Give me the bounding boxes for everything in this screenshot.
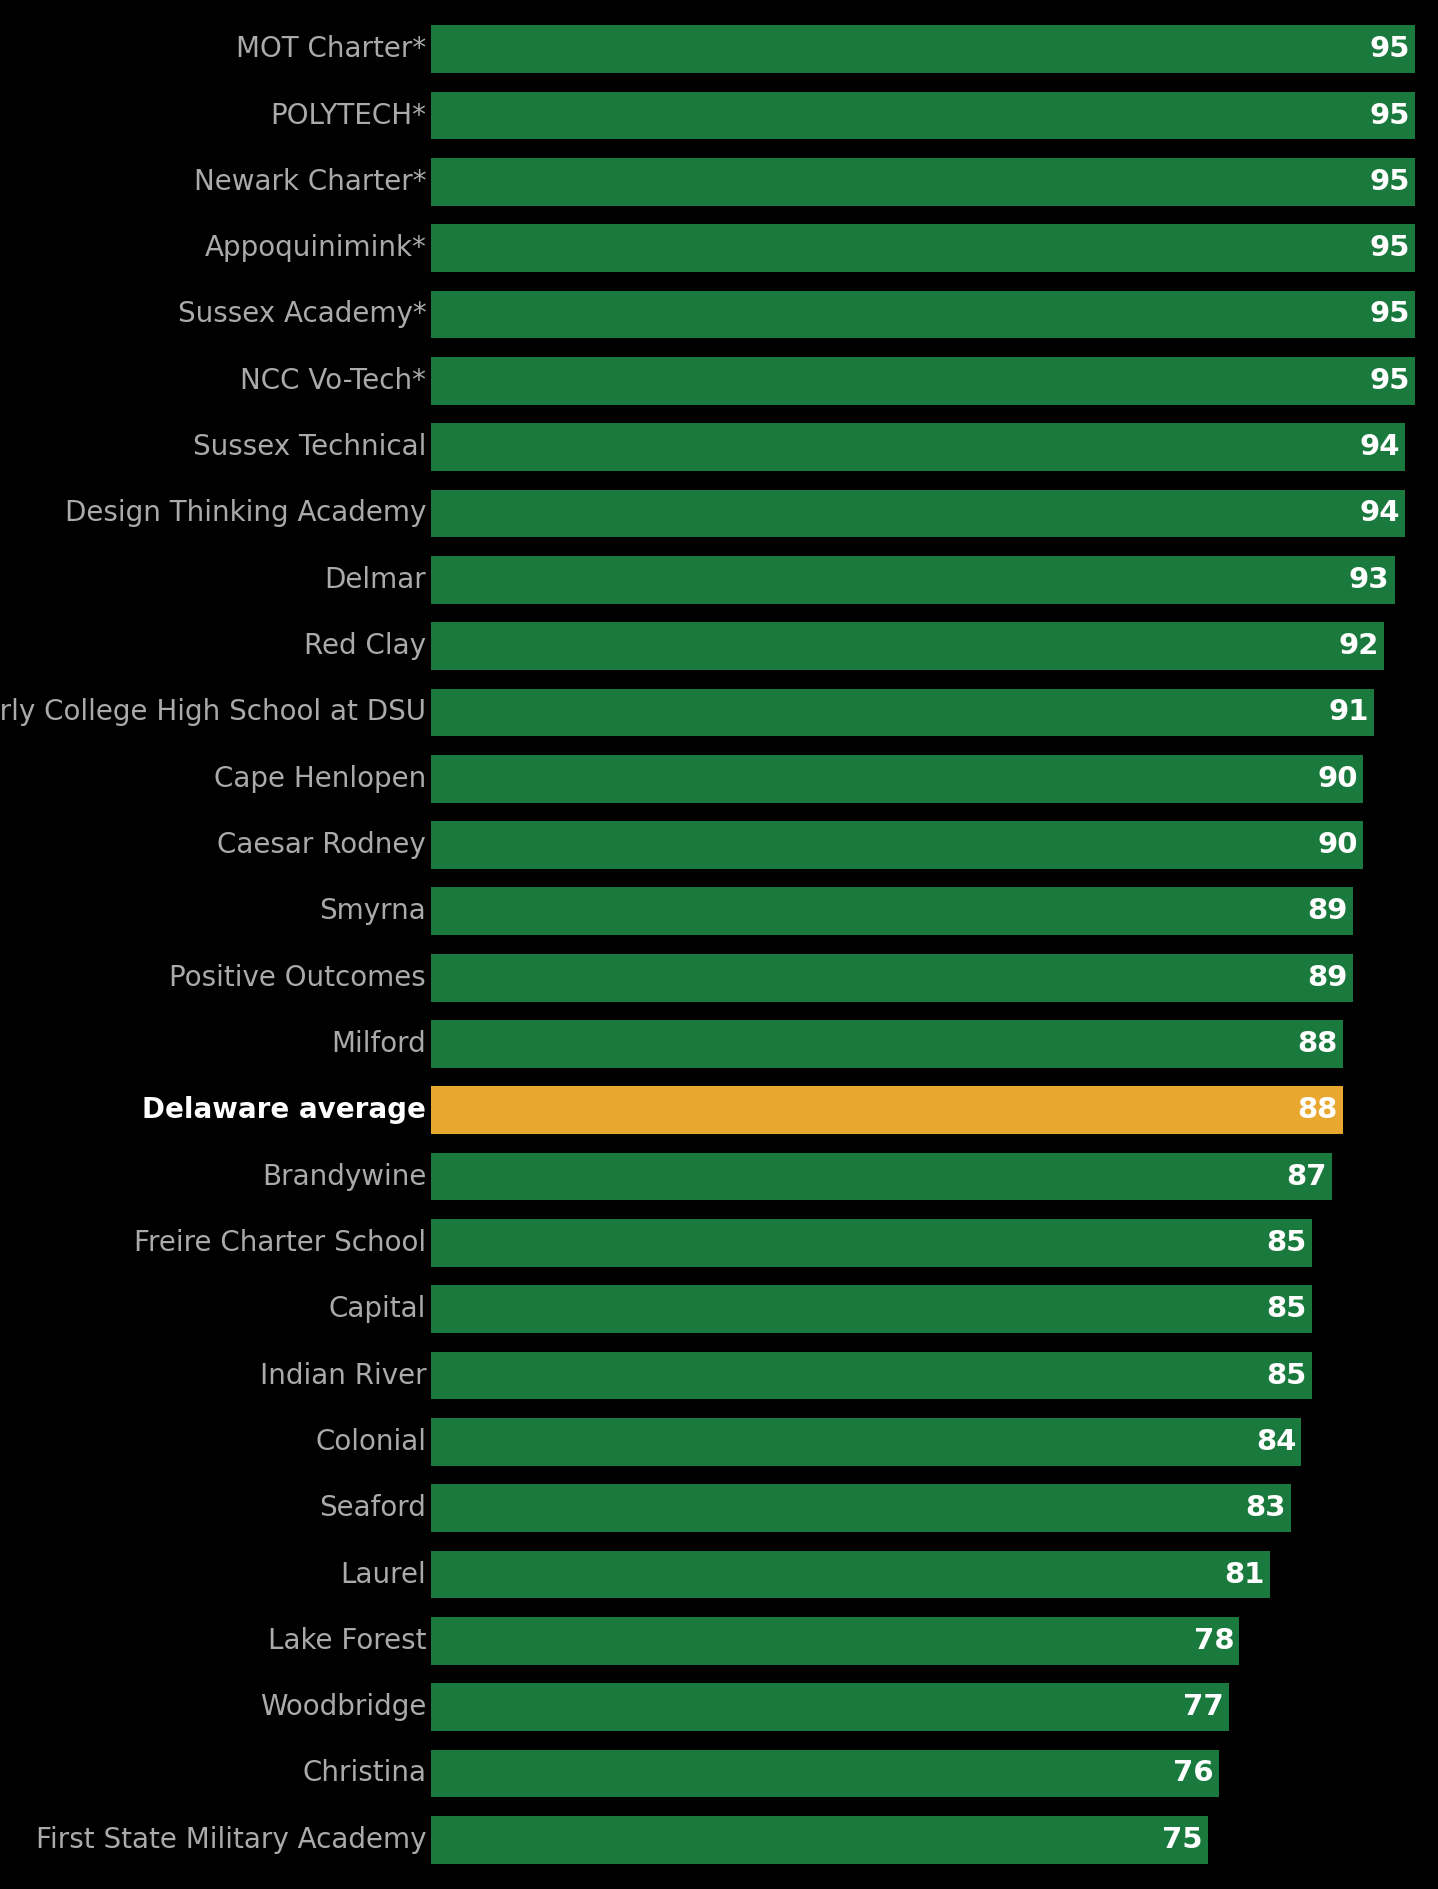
Text: 84: 84 [1255,1428,1296,1456]
Text: 88: 88 [1297,1096,1337,1124]
Bar [431,1683,1229,1730]
Bar [431,1551,1270,1598]
Text: 77: 77 [1183,1693,1224,1721]
Text: Freire Charter School: Freire Charter School [134,1230,426,1256]
Text: 81: 81 [1225,1560,1265,1589]
Text: Design Thinking Academy: Design Thinking Academy [65,499,426,527]
Text: POLYTECH*: POLYTECH* [270,102,426,130]
Text: Christina: Christina [302,1759,426,1787]
Text: 89: 89 [1307,897,1347,926]
Text: 95: 95 [1370,102,1411,130]
Bar [431,93,1415,140]
Text: 76: 76 [1173,1759,1214,1787]
Text: Indian River: Indian River [260,1362,426,1390]
Text: 95: 95 [1370,36,1411,62]
Bar [431,225,1415,272]
Text: 85: 85 [1267,1362,1307,1390]
Text: Milford: Milford [332,1030,426,1058]
Text: Appoquinimink*: Appoquinimink* [204,234,426,263]
Text: Delaware average: Delaware average [142,1096,426,1124]
Text: Seaford: Seaford [319,1494,426,1523]
Text: 93: 93 [1349,567,1389,593]
Text: Woodbridge: Woodbridge [260,1693,426,1721]
Text: Red Clay: Red Clay [305,633,426,659]
Bar [431,1086,1343,1133]
Text: 75: 75 [1162,1827,1204,1853]
Text: 91: 91 [1329,699,1369,727]
Bar [431,1617,1240,1664]
Bar [431,1152,1333,1201]
Text: 89: 89 [1307,963,1347,992]
Bar [431,888,1353,935]
Bar [431,688,1373,737]
Bar [431,159,1415,206]
Text: 87: 87 [1287,1162,1327,1190]
Text: Capital: Capital [329,1296,426,1322]
Text: 94: 94 [1359,499,1399,527]
Text: 94: 94 [1359,433,1399,461]
Text: 90: 90 [1317,765,1359,793]
Text: 92: 92 [1339,633,1379,659]
Bar [431,822,1363,869]
Text: Lake Forest: Lake Forest [267,1626,426,1655]
Bar [431,1749,1218,1796]
Text: 95: 95 [1370,366,1411,395]
Text: Caesar Rodney: Caesar Rodney [217,831,426,859]
Text: 95: 95 [1370,234,1411,263]
Text: 85: 85 [1267,1230,1307,1256]
Text: Sussex Technical: Sussex Technical [193,433,426,461]
Text: NCC Vo-Tech*: NCC Vo-Tech* [240,366,426,395]
Text: First State Military Academy: First State Military Academy [36,1827,426,1853]
Bar [431,954,1353,1001]
Bar [431,621,1385,671]
Bar [431,357,1415,404]
Text: MOT Charter*: MOT Charter* [236,36,426,62]
Bar [431,25,1415,74]
Text: Early College High School at DSU: Early College High School at DSU [0,699,426,727]
Bar [431,489,1405,536]
Text: Smyrna: Smyrna [319,897,426,926]
Text: Cape Henlopen: Cape Henlopen [214,765,426,793]
Text: Sussex Academy*: Sussex Academy* [178,300,426,329]
Text: 95: 95 [1370,168,1411,196]
Bar [431,1218,1311,1268]
Bar [431,555,1395,604]
Text: Positive Outcomes: Positive Outcomes [170,963,426,992]
Bar [431,1353,1311,1400]
Text: 88: 88 [1297,1030,1337,1058]
Text: Newark Charter*: Newark Charter* [194,168,426,196]
Bar [431,1285,1311,1334]
Bar [431,1485,1291,1532]
Bar [431,1020,1343,1067]
Text: 85: 85 [1267,1296,1307,1322]
Bar [431,423,1405,470]
Bar [431,1419,1301,1466]
Text: Brandywine: Brandywine [262,1162,426,1190]
Text: 83: 83 [1245,1494,1286,1523]
Bar [431,1815,1208,1864]
Text: 78: 78 [1194,1626,1234,1655]
Text: 95: 95 [1370,300,1411,329]
Text: Colonial: Colonial [315,1428,426,1456]
Text: Delmar: Delmar [325,567,426,593]
Bar [431,756,1363,803]
Text: Laurel: Laurel [341,1560,426,1589]
Bar [431,291,1415,338]
Text: 90: 90 [1317,831,1359,859]
